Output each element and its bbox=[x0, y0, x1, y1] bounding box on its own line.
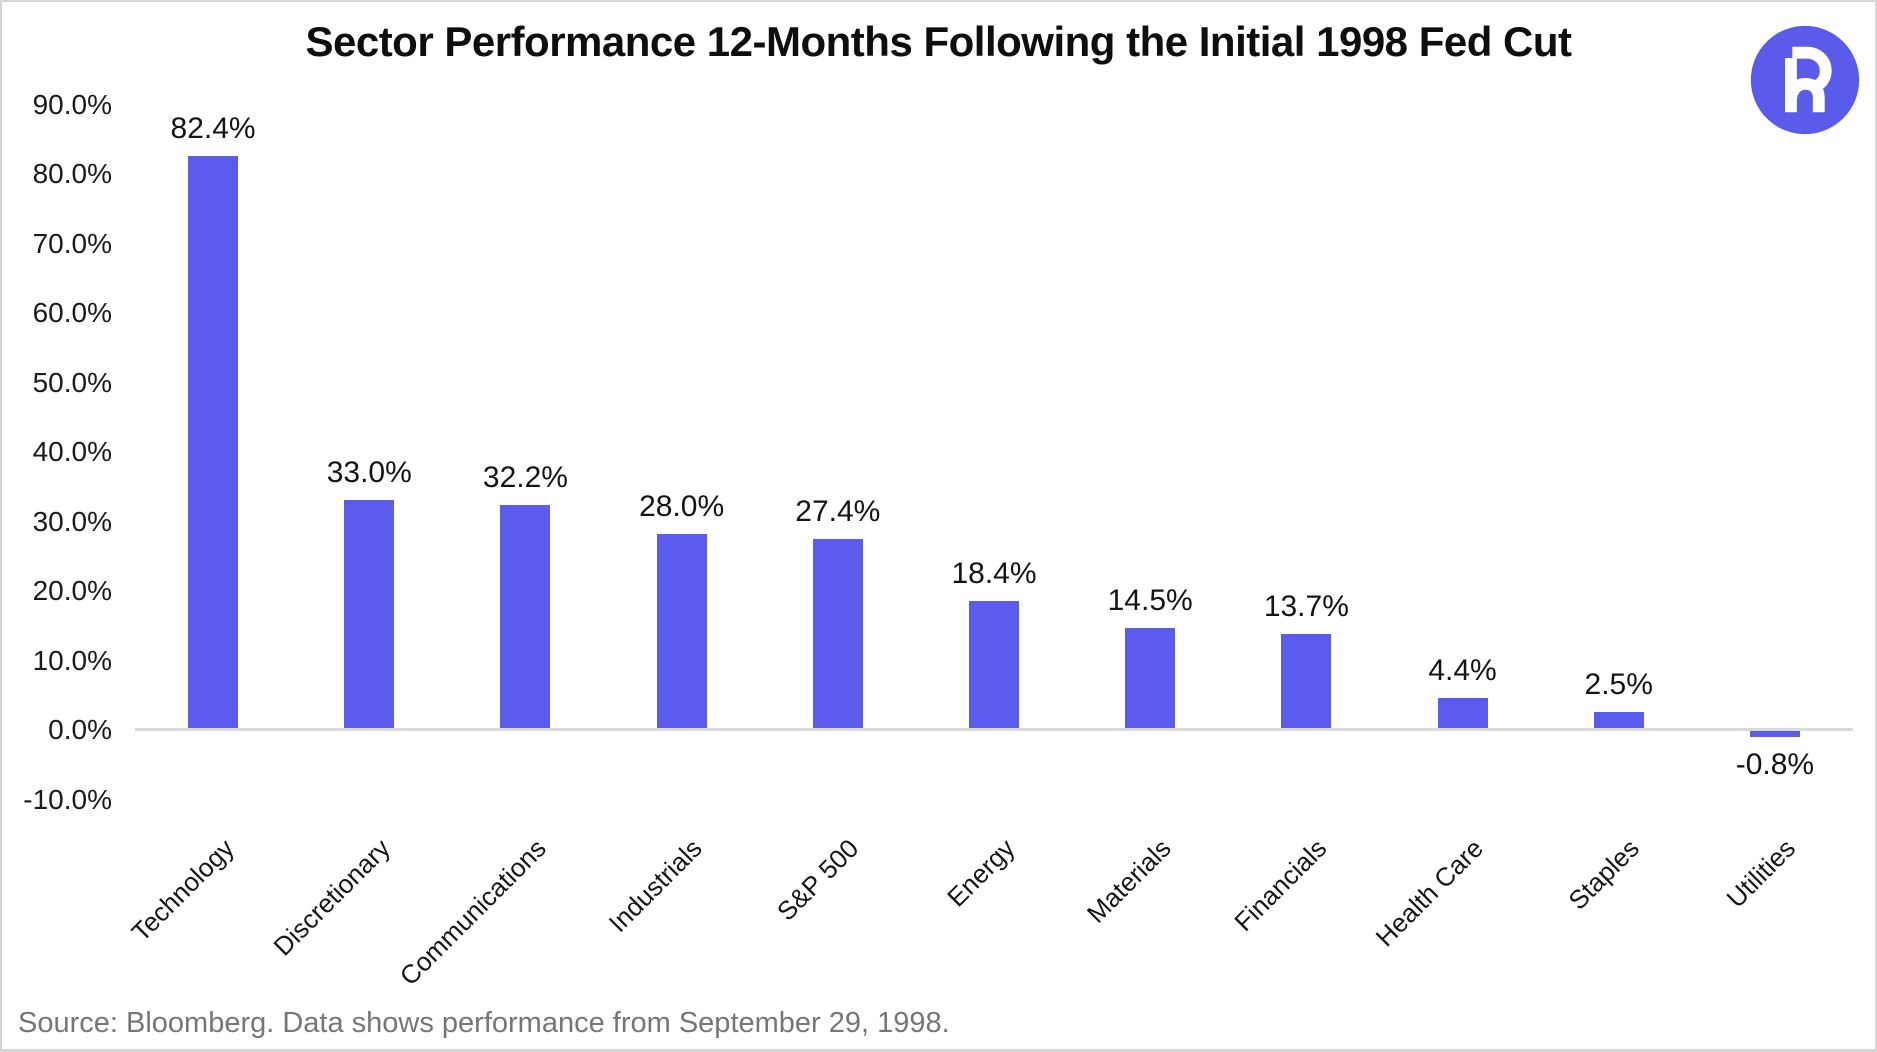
bar-discretionary bbox=[344, 499, 395, 729]
y-tick-label-80: 80.0% bbox=[32, 158, 112, 189]
category-label-financials: Financials bbox=[1228, 833, 1333, 937]
y-tick-label-30: 30.0% bbox=[32, 505, 112, 537]
value-label-staples: 2.5% bbox=[1584, 667, 1653, 701]
y-tick-label-40: 40.0% bbox=[32, 436, 112, 467]
bar-utilities bbox=[1749, 731, 1800, 737]
brand-logo-rh-icon bbox=[1750, 25, 1860, 135]
category-label-s-p-500: S&P 500 bbox=[770, 833, 865, 927]
bar-communications bbox=[500, 505, 551, 729]
category-label-materials: Materials bbox=[1080, 833, 1177, 929]
y-tick-label-70: 70.0% bbox=[32, 227, 112, 259]
value-label-utilities: -0.8% bbox=[1735, 747, 1815, 781]
category-label-communications: Communications bbox=[393, 833, 552, 992]
y-tick-label-90: 90.0% bbox=[32, 88, 112, 120]
value-label-s-p-500: 27.4% bbox=[795, 494, 881, 528]
category-label-discretionary: Discretionary bbox=[266, 833, 396, 962]
bar-energy bbox=[969, 601, 1019, 729]
chart-title: Sector Performance 12-Months Following t… bbox=[305, 18, 1572, 65]
value-label-health-care: 4.4% bbox=[1428, 654, 1497, 688]
value-label-energy: 18.4% bbox=[951, 557, 1037, 591]
bar-health-care bbox=[1437, 698, 1488, 729]
source-note: Source: Bloomberg. Data shows performanc… bbox=[18, 1007, 950, 1039]
category-label-technology: Technology bbox=[125, 833, 240, 948]
category-label-staples: Staples bbox=[1562, 833, 1645, 916]
x-axis-line bbox=[135, 728, 1853, 731]
y-tick-label--10: -10.0% bbox=[23, 783, 112, 815]
bar-financials bbox=[1281, 633, 1332, 729]
value-label-communications: 32.2% bbox=[482, 461, 568, 495]
category-label-health-care: Health Care bbox=[1369, 833, 1489, 953]
bar-industrials bbox=[656, 534, 707, 729]
bar-technology bbox=[188, 156, 239, 729]
value-label-industrials: 28.0% bbox=[639, 490, 725, 524]
value-label-materials: 14.5% bbox=[1107, 584, 1193, 618]
y-tick-label-20: 20.0% bbox=[32, 575, 112, 606]
y-tick-label-10: 10.0% bbox=[32, 644, 112, 676]
bar-materials bbox=[1125, 628, 1176, 729]
category-label-industrials: Industrials bbox=[602, 833, 708, 939]
value-label-discretionary: 33.0% bbox=[326, 455, 412, 489]
bar-s-p-500 bbox=[812, 538, 863, 729]
y-tick-label-50: 50.0% bbox=[32, 366, 112, 398]
bar-staples bbox=[1593, 711, 1644, 729]
value-label-financials: 13.7% bbox=[1263, 589, 1349, 623]
category-label-utilities: Utilities bbox=[1720, 833, 1802, 914]
y-tick-label-60: 60.0% bbox=[32, 297, 112, 328]
category-label-energy: Energy bbox=[940, 833, 1021, 913]
y-tick-label-0: 0.0% bbox=[48, 714, 112, 745]
value-label-technology: 82.4% bbox=[170, 112, 256, 146]
